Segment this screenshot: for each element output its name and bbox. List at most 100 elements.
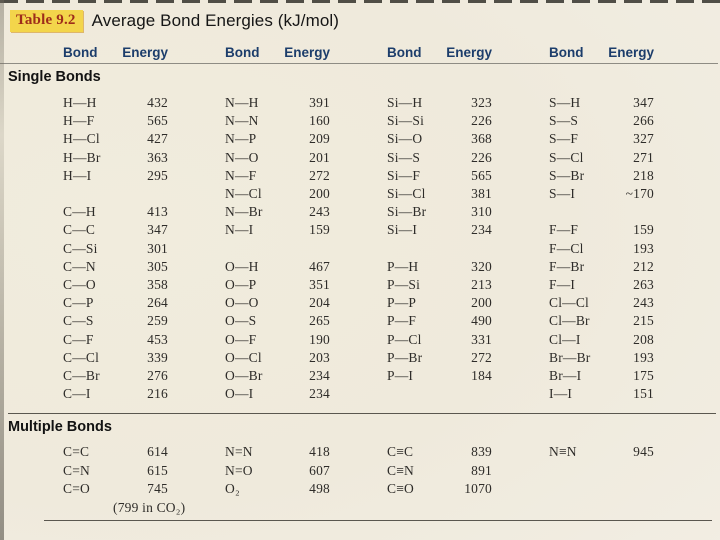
energy-value: 193 bbox=[633, 349, 654, 365]
table-row: H—Br 363 N—O 201 Si—S 226 S—Cl 271 bbox=[0, 149, 720, 167]
bond-cell: F—Cl bbox=[549, 240, 584, 256]
energy-value: 271 bbox=[633, 149, 654, 165]
bond-cell: O—H bbox=[225, 258, 259, 274]
energy-value: 201 bbox=[309, 149, 330, 165]
table-row: C—I 216 O—I 234 I—I 151 bbox=[0, 385, 720, 403]
energy-value: 323 bbox=[471, 95, 492, 111]
bond-cell: Si—Si bbox=[387, 113, 425, 129]
bond-cell: O—P bbox=[225, 276, 257, 292]
table-row: C=O 745 O₂ 498 C≡O 1070 bbox=[0, 480, 720, 499]
bond-cell: C—P bbox=[63, 295, 94, 311]
bond-cell: C≡N bbox=[387, 462, 414, 478]
energy-value: 351 bbox=[309, 276, 330, 292]
energy-value: 203 bbox=[309, 349, 330, 365]
energy-value: 215 bbox=[633, 313, 654, 329]
column-header-energy: Energy bbox=[446, 45, 492, 60]
energy-value: 305 bbox=[147, 258, 168, 274]
bond-cell: Si—I bbox=[387, 222, 418, 238]
energy-value: ~170 bbox=[625, 186, 654, 202]
bond-cell: S—F bbox=[549, 131, 579, 147]
energy-value: 190 bbox=[309, 331, 330, 347]
bond-cell: Cl—Cl bbox=[549, 295, 590, 311]
bond-cell: N—N bbox=[225, 113, 259, 129]
bond-cell: O—S bbox=[225, 313, 257, 329]
energy-value: 216 bbox=[147, 386, 168, 402]
table-row: C—P 264 O—O 204 P—P 200 Cl—Cl 243 bbox=[0, 294, 720, 312]
column-header-bond: Bond bbox=[63, 45, 98, 60]
energy-value: 381 bbox=[471, 186, 492, 202]
bond-cell: N≡N bbox=[549, 444, 577, 460]
energy-value: 295 bbox=[147, 167, 168, 183]
energy-value: 432 bbox=[147, 95, 168, 111]
energy-value: 208 bbox=[633, 331, 654, 347]
energy-value: 413 bbox=[147, 204, 168, 220]
energy-value: 159 bbox=[633, 222, 654, 238]
table-row: C—Cl 339 O—Cl 203 P—Br 272 Br—Br 193 bbox=[0, 349, 720, 367]
energy-value: 212 bbox=[633, 258, 654, 274]
section-label-single-bonds: Single Bonds bbox=[8, 69, 101, 85]
energy-value: 490 bbox=[471, 313, 492, 329]
bond-cell: S—Cl bbox=[549, 149, 584, 165]
energy-value: 607 bbox=[309, 462, 330, 478]
bond-cell: C—Br bbox=[63, 367, 100, 383]
bond-cell: H—Cl bbox=[63, 131, 100, 147]
bond-cell: O—I bbox=[225, 386, 254, 402]
bond-cell: F—F bbox=[549, 222, 579, 238]
bond-cell: P—F bbox=[387, 313, 417, 329]
column-header-bond: Bond bbox=[225, 45, 260, 60]
energy-value: 209 bbox=[309, 131, 330, 147]
bottom-rule bbox=[44, 520, 712, 522]
table-row: C—Si 301 F—Cl 193 bbox=[0, 240, 720, 258]
table-row: C—S 259 O—S 265 P—F 490 Cl—Br 215 bbox=[0, 312, 720, 330]
bond-cell: C—I bbox=[63, 386, 91, 402]
energy-value: 266 bbox=[633, 113, 654, 129]
column-header-energy: Energy bbox=[284, 45, 330, 60]
energy-value: 945 bbox=[633, 444, 654, 460]
bond-cell: O—Cl bbox=[225, 349, 262, 365]
bond-cell: C—F bbox=[63, 331, 94, 347]
bond-cell: H—F bbox=[63, 113, 95, 129]
bond-cell: C—C bbox=[63, 222, 96, 238]
energy-value: 243 bbox=[633, 295, 654, 311]
bond-cell: I—I bbox=[549, 386, 573, 402]
bond-cell: N—H bbox=[225, 95, 259, 111]
bond-cell: C≡C bbox=[387, 444, 414, 460]
bond-cell: P—Br bbox=[387, 349, 423, 365]
bond-cell: C—Si bbox=[63, 240, 98, 256]
energy-value: 615 bbox=[147, 462, 168, 478]
column-header-bond: Bond bbox=[387, 45, 422, 60]
table-row: C—H 413 N—Br 243 Si—Br 310 bbox=[0, 203, 720, 221]
bond-cell: P—P bbox=[387, 295, 417, 311]
energy-value: 839 bbox=[471, 444, 492, 460]
energy-value: 243 bbox=[309, 204, 330, 220]
energy-value: 467 bbox=[309, 258, 330, 274]
bond-cell: C=C bbox=[63, 444, 90, 460]
bond-cell: Si—H bbox=[387, 95, 423, 111]
bond-cell: N—Cl bbox=[225, 186, 262, 202]
bond-cell: P—H bbox=[387, 258, 419, 274]
multiple-bonds-table: C=C 614 N=N 418 C≡C 839 N≡N 945 C=N 615 N=O 607 C≡N… bbox=[0, 443, 720, 517]
bond-cell: H—Br bbox=[63, 149, 101, 165]
bond-cell: S—Br bbox=[549, 167, 585, 183]
energy-value: 204 bbox=[309, 295, 330, 311]
bond-cell: P—Cl bbox=[387, 331, 422, 347]
bond-cell: N=O bbox=[225, 462, 253, 478]
energy-value: 175 bbox=[633, 367, 654, 383]
table-number-label: Table 9.2 bbox=[10, 10, 83, 32]
energy-value: 347 bbox=[147, 222, 168, 238]
energy-value: 498 bbox=[309, 481, 330, 497]
energy-value: 391 bbox=[309, 95, 330, 111]
bond-cell: N=N bbox=[225, 444, 253, 460]
bond-cell: C≡O bbox=[387, 481, 414, 497]
table-row: H—Cl 427 N—P 209 Si—O 368 S—F 327 bbox=[0, 130, 720, 148]
table-row: H—I 295 N—F 272 Si—F 565 S—Br 218 bbox=[0, 167, 720, 185]
energy-value: 745 bbox=[147, 481, 168, 497]
table-row: H—F 565 N—N 160 Si—Si 226 S—S 266 bbox=[0, 112, 720, 130]
column-header-energy: Energy bbox=[608, 45, 654, 60]
bond-cell: P—I bbox=[387, 367, 414, 383]
energy-value: 339 bbox=[147, 349, 168, 365]
energy-value: 264 bbox=[147, 295, 168, 311]
table-row: N—Cl 200 Si—Cl 381 S—I ~170 bbox=[0, 185, 720, 203]
bond-cell: Br—Br bbox=[549, 349, 591, 365]
scan-top-edge bbox=[0, 0, 720, 3]
